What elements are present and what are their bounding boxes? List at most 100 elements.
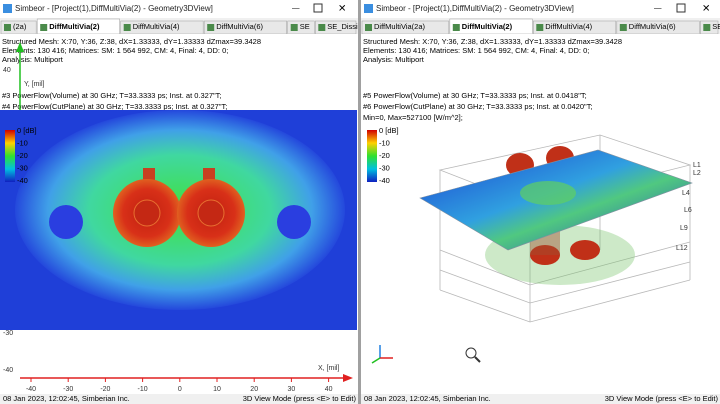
title-bar [361, 0, 720, 18]
tab-icon [452, 24, 460, 31]
colorbar-label: -10 [17, 138, 28, 147]
box-bottom [439, 279, 691, 323]
via-pad [197, 199, 225, 227]
info-line: Structured Mesh: X:70, Y:36, Z:38, dX=1.… [363, 37, 622, 46]
tab-icon [207, 24, 215, 31]
tab-label: DiffMultiVia(6) [216, 22, 263, 31]
tab-label: DiffMultiVia(6) [629, 22, 676, 31]
close-button[interactable]: ✕ [338, 4, 346, 15]
colorbar-label: -40 [17, 176, 28, 185]
window-title: Simbeor - [Project(1),DiffMultiVia(2) - … [15, 4, 213, 13]
status-left: 08 Jan 2023, 12:02:45, Simberian Inc. [364, 394, 491, 403]
tab-label: DiffMultiVia(2a) [374, 22, 425, 31]
tabs: (2a) DiffMultiVia(2) DiffMultiVia(4) DiffMu… [0, 18, 378, 35]
plot-info-line: #4 PowerFlow(CutPlane) at 30 GHz; T=33.3… [2, 102, 227, 111]
status-bar [361, 394, 720, 404]
layer [439, 261, 691, 304]
x-tick-label: 30 [288, 386, 296, 393]
maximize-button[interactable] [313, 3, 323, 13]
layer-label: L6 [684, 207, 692, 214]
y-tick-label: -40 [3, 367, 13, 374]
colorbar-labels: 0 [dB] -10 -20 -30 -40 [379, 126, 399, 185]
info-lines: Structured Mesh: X:70, Y:36, Z:38, dX=1.… [363, 37, 622, 122]
status-bar [0, 394, 358, 404]
via-blue [277, 205, 311, 239]
tab-icon [123, 24, 131, 31]
tab-label: (2a) [13, 22, 27, 31]
colorbar [367, 130, 377, 182]
colorbar-label: -40 [379, 176, 390, 185]
tab-icon [4, 24, 11, 31]
x-tick-label: 40 [325, 386, 333, 393]
y-tick-label: 40 [3, 67, 11, 74]
info-line: Structured Mesh: X:70, Y:36, Z:38, dX=1.… [2, 37, 261, 46]
tab-icon [536, 24, 544, 31]
colorbar-label: -30 [379, 163, 390, 172]
tab-label: DiffMultiVia(4) [133, 22, 180, 31]
layer-label: L9 [680, 225, 688, 232]
colorbar-labels: 0 [dB] -10 -20 -30 -40 [17, 126, 37, 185]
colorbar-label: -30 [17, 163, 28, 172]
tabs: DiffMultiVia(2a) DiffMultiVia(2) DiffMulti… [361, 18, 720, 35]
minimize-button[interactable]: — [654, 3, 662, 12]
tab-icon [703, 24, 711, 31]
tab-label: SE_Dissipation [327, 22, 378, 31]
window-title: Simbeor - [Project(1),DiffMultiVia(2) - … [376, 4, 574, 13]
axis-ticks: 40 -30 -40 -40 -30 -20 -10 0 10 20 30 40 [3, 67, 333, 393]
plot-info-line: #5 PowerFlow(Volume) at 30 GHz; T=33.333… [363, 91, 587, 100]
layer-label: L1 [693, 162, 701, 169]
tab-icon [290, 24, 298, 31]
splitter [358, 0, 361, 404]
title-bar [0, 0, 358, 18]
x-arrow [343, 374, 353, 382]
layer [439, 241, 691, 286]
x-tick-label: -10 [138, 386, 148, 393]
via-blue [49, 205, 83, 239]
tab-icon [318, 24, 326, 31]
right-window: Simbeor - [Project(1),DiffMultiVia(2) - … [361, 0, 720, 404]
axes-icon [371, 345, 393, 364]
colorbar-label: -20 [379, 151, 390, 160]
status-right: 3D View Mode (press <E> to Edit) [243, 394, 357, 403]
layer-label: L12 [676, 245, 688, 252]
x-tick-label: 0 [178, 386, 182, 393]
zoom-icon[interactable] [465, 347, 481, 363]
layer-label: L4 [682, 190, 690, 197]
tab-icon [40, 24, 48, 31]
tab-label: SE [300, 22, 310, 31]
colorbar-label: 0 [dB] [17, 126, 37, 135]
tab-label: DiffMultiVia(4) [545, 22, 592, 31]
y-axis-label: Y, [mil] [24, 81, 45, 88]
tab-icon [619, 24, 627, 31]
info-line: Analysis: Multiport [363, 55, 425, 64]
x-axis-label: X, [mil] [318, 365, 339, 372]
x-tick-label: -40 [26, 386, 36, 393]
app-icon [3, 4, 12, 13]
left-window: Simbeor - [Project(1),DiffMultiVia(2) - … [0, 0, 379, 404]
x-tick-label: -20 [100, 386, 110, 393]
close-button[interactable]: ✕ [702, 4, 710, 15]
colorbar-label: -20 [17, 151, 28, 160]
plot-info-line: #6 PowerFlow(CutPlane) at 30 GHz; T=33.3… [363, 102, 593, 111]
plot-info-line: #3 PowerFlow(Volume) at 30 GHz; T=33.333… [2, 91, 222, 100]
tab-label: DiffMultiVia(2) [462, 22, 513, 31]
layer-label: L2 [693, 170, 701, 177]
tab-label: DiffMultiVia(2) [49, 22, 100, 31]
plane-glow [520, 181, 576, 205]
x-tick-label: 10 [213, 386, 221, 393]
colorbar [5, 130, 15, 182]
app-icon [364, 4, 373, 13]
info-line: Analysis: Multiport [2, 55, 64, 64]
via-pad [133, 199, 161, 227]
colorbar-label: 0 [dB] [379, 126, 399, 135]
x-tick-label: 20 [250, 386, 258, 393]
status-right: 3D View Mode (press <E> to Edit) [605, 394, 719, 403]
minimize-button[interactable]: — [292, 3, 300, 12]
plot-info-line: Min=0, Max=527100 [W/m^2]; [363, 113, 463, 122]
tab-icon [365, 24, 372, 31]
y-tick-label: -30 [3, 330, 13, 337]
tab-label: SE [712, 22, 720, 31]
y-arrow [16, 42, 24, 52]
maximize-button[interactable] [676, 3, 686, 13]
